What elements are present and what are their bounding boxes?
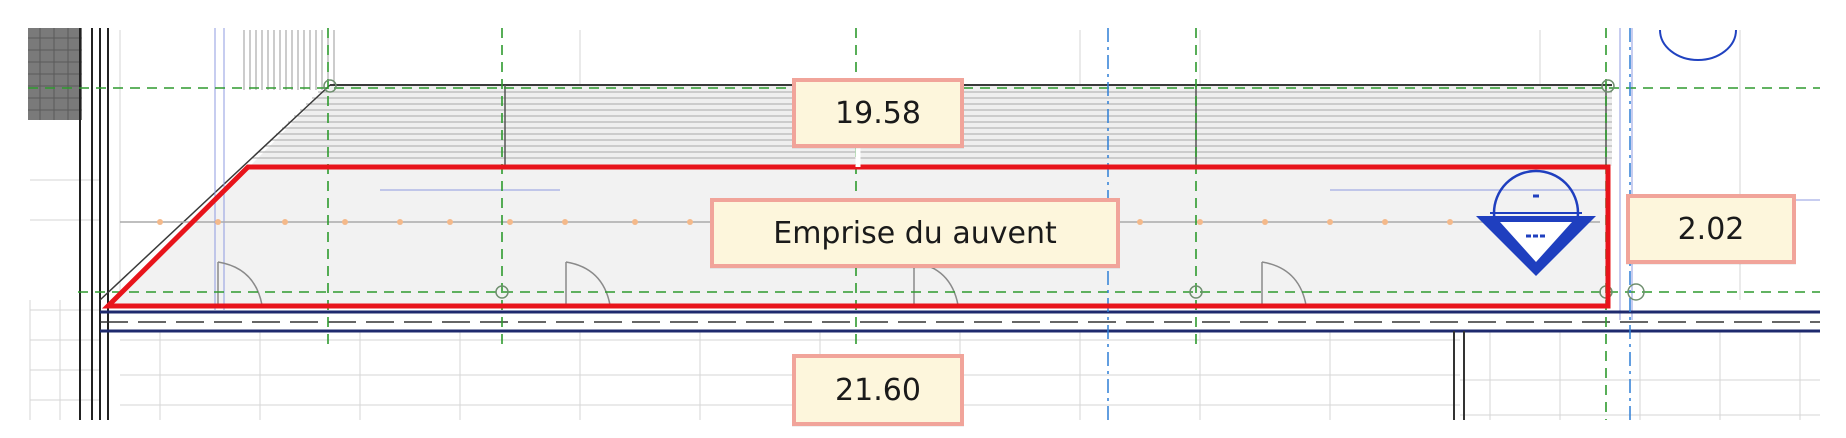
stair-lines [243, 30, 335, 90]
side-dimension-label: 2.02 [1626, 194, 1796, 264]
column-markers [323, 79, 1645, 301]
area-name-label: Emprise du auvent [710, 198, 1120, 268]
top-dimension-label: 19.58 [792, 78, 964, 148]
canopy-outline [101, 164, 1611, 309]
facade-wall [100, 310, 1820, 420]
left-wall [79, 28, 109, 420]
section-marker-icon [1476, 169, 1596, 276]
bottom-dimension-label: 21.60 [792, 354, 964, 426]
right-circle-arc [1659, 29, 1737, 61]
wall-hatch-block [28, 28, 82, 120]
